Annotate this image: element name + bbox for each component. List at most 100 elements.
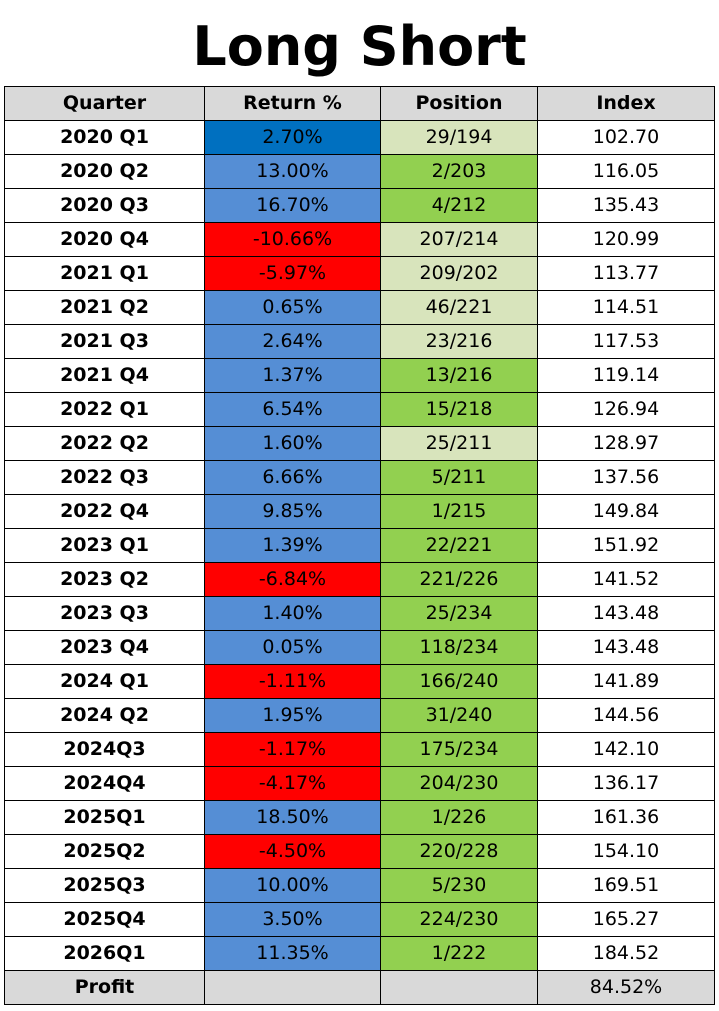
position-cell: 15/218 bbox=[380, 392, 538, 427]
index-cell: 141.52 bbox=[537, 562, 715, 597]
table-row: 2022 Q4 9.85% 1/215 149.84 bbox=[4, 494, 715, 529]
index-cell: 137.56 bbox=[537, 460, 715, 495]
position-cell: 209/202 bbox=[380, 256, 538, 291]
position-cell: 46/221 bbox=[380, 290, 538, 325]
return-cell: 1.95% bbox=[204, 698, 381, 733]
quarter-cell: 2022 Q2 bbox=[4, 426, 205, 461]
return-cell: 2.64% bbox=[204, 324, 381, 359]
return-cell: -5.97% bbox=[204, 256, 381, 291]
index-cell: 120.99 bbox=[537, 222, 715, 257]
empty-cell bbox=[204, 970, 381, 1005]
table-row: 2022 Q2 1.60% 25/211 128.97 bbox=[4, 426, 715, 461]
table-row: 2024Q4 -4.17% 204/230 136.17 bbox=[4, 766, 715, 801]
position-cell: 207/214 bbox=[380, 222, 538, 257]
index-cell: 114.51 bbox=[537, 290, 715, 325]
position-cell: 13/216 bbox=[380, 358, 538, 393]
table-row: 2024 Q1 -1.11% 166/240 141.89 bbox=[4, 664, 715, 699]
header-cell: Position bbox=[380, 86, 538, 121]
header-row: Quarter Return % Position Index bbox=[4, 86, 715, 121]
position-cell: 29/194 bbox=[380, 120, 538, 155]
return-cell: 13.00% bbox=[204, 154, 381, 189]
index-cell: 143.48 bbox=[537, 630, 715, 665]
position-cell: 23/216 bbox=[380, 324, 538, 359]
return-cell: 18.50% bbox=[204, 800, 381, 835]
index-cell: 143.48 bbox=[537, 596, 715, 631]
quarter-cell: 2020 Q3 bbox=[4, 188, 205, 223]
return-cell: -4.50% bbox=[204, 834, 381, 869]
table-row: 2024 Q2 1.95% 31/240 144.56 bbox=[4, 698, 715, 733]
table-row: 2020 Q1 2.70% 29/194 102.70 bbox=[4, 120, 715, 155]
position-cell: 1/215 bbox=[380, 494, 538, 529]
position-cell: 2/203 bbox=[380, 154, 538, 189]
position-cell: 1/226 bbox=[380, 800, 538, 835]
table-row: 2021 Q3 2.64% 23/216 117.53 bbox=[4, 324, 715, 359]
quarter-cell: 2023 Q1 bbox=[4, 528, 205, 563]
return-cell: 6.66% bbox=[204, 460, 381, 495]
title: Long Short bbox=[192, 15, 527, 78]
empty-cell bbox=[380, 970, 538, 1005]
quarter-cell: 2022 Q3 bbox=[4, 460, 205, 495]
quarter-cell: 2025Q1 bbox=[4, 800, 205, 835]
return-cell: -1.17% bbox=[204, 732, 381, 767]
return-cell: -6.84% bbox=[204, 562, 381, 597]
return-cell: 3.50% bbox=[204, 902, 381, 937]
quarter-cell: 2020 Q4 bbox=[4, 222, 205, 257]
table-row: 2020 Q3 16.70% 4/212 135.43 bbox=[4, 188, 715, 223]
position-cell: 25/234 bbox=[380, 596, 538, 631]
return-cell: 1.40% bbox=[204, 596, 381, 631]
position-cell: 1/222 bbox=[380, 936, 538, 971]
position-cell: 175/234 bbox=[380, 732, 538, 767]
return-cell: 16.70% bbox=[204, 188, 381, 223]
index-cell: 144.56 bbox=[537, 698, 715, 733]
position-cell: 221/226 bbox=[380, 562, 538, 597]
return-cell: 0.05% bbox=[204, 630, 381, 665]
position-cell: 22/221 bbox=[380, 528, 538, 563]
quarter-cell: 2026Q1 bbox=[4, 936, 205, 971]
position-cell: 5/211 bbox=[380, 460, 538, 495]
table-row: 2025Q4 3.50% 224/230 165.27 bbox=[4, 902, 715, 937]
table-row: 2021 Q2 0.65% 46/221 114.51 bbox=[4, 290, 715, 325]
return-cell: 11.35% bbox=[204, 936, 381, 971]
quarter-cell: 2022 Q1 bbox=[4, 392, 205, 427]
quarter-cell: 2024Q3 bbox=[4, 732, 205, 767]
header-cell: Index bbox=[537, 86, 715, 121]
footer-index: 84.52% bbox=[537, 970, 715, 1005]
table-row: 2021 Q1 -5.97% 209/202 113.77 bbox=[4, 256, 715, 291]
header-cell: Return % bbox=[204, 86, 381, 121]
quarter-cell: 2023 Q4 bbox=[4, 630, 205, 665]
table-row: 2020 Q4 -10.66% 207/214 120.99 bbox=[4, 222, 715, 257]
table-row: 2021 Q4 1.37% 13/216 119.14 bbox=[4, 358, 715, 393]
quarter-cell: 2024 Q2 bbox=[4, 698, 205, 733]
index-cell: 169.51 bbox=[537, 868, 715, 903]
position-cell: 5/230 bbox=[380, 868, 538, 903]
quarter-cell: 2025Q2 bbox=[4, 834, 205, 869]
index-cell: 135.43 bbox=[537, 188, 715, 223]
index-cell: 128.97 bbox=[537, 426, 715, 461]
footer-label: Profit bbox=[4, 970, 205, 1005]
position-cell: 31/240 bbox=[380, 698, 538, 733]
table-row: 2020 Q2 13.00% 2/203 116.05 bbox=[4, 154, 715, 189]
index-cell: 161.36 bbox=[537, 800, 715, 835]
return-cell: 2.70% bbox=[204, 120, 381, 155]
position-cell: 224/230 bbox=[380, 902, 538, 937]
return-cell: -4.17% bbox=[204, 766, 381, 801]
position-cell: 118/234 bbox=[380, 630, 538, 665]
position-cell: 4/212 bbox=[380, 188, 538, 223]
return-cell: 9.85% bbox=[204, 494, 381, 529]
index-cell: 141.89 bbox=[537, 664, 715, 699]
index-cell: 113.77 bbox=[537, 256, 715, 291]
return-cell: 0.65% bbox=[204, 290, 381, 325]
quarter-cell: 2024Q4 bbox=[4, 766, 205, 801]
table-row: 2025Q1 18.50% 1/226 161.36 bbox=[4, 800, 715, 835]
table-row: 2024Q3 -1.17% 175/234 142.10 bbox=[4, 732, 715, 767]
return-cell: 6.54% bbox=[204, 392, 381, 427]
quarter-cell: 2021 Q3 bbox=[4, 324, 205, 359]
index-cell: 119.14 bbox=[537, 358, 715, 393]
index-cell: 151.92 bbox=[537, 528, 715, 563]
index-cell: 149.84 bbox=[537, 494, 715, 529]
quarter-cell: 2021 Q2 bbox=[4, 290, 205, 325]
return-cell: 1.39% bbox=[204, 528, 381, 563]
return-cell: 1.37% bbox=[204, 358, 381, 393]
table-row: 2026Q1 11.35% 1/222 184.52 bbox=[4, 936, 715, 971]
table-row: 2025Q2 -4.50% 220/228 154.10 bbox=[4, 834, 715, 869]
